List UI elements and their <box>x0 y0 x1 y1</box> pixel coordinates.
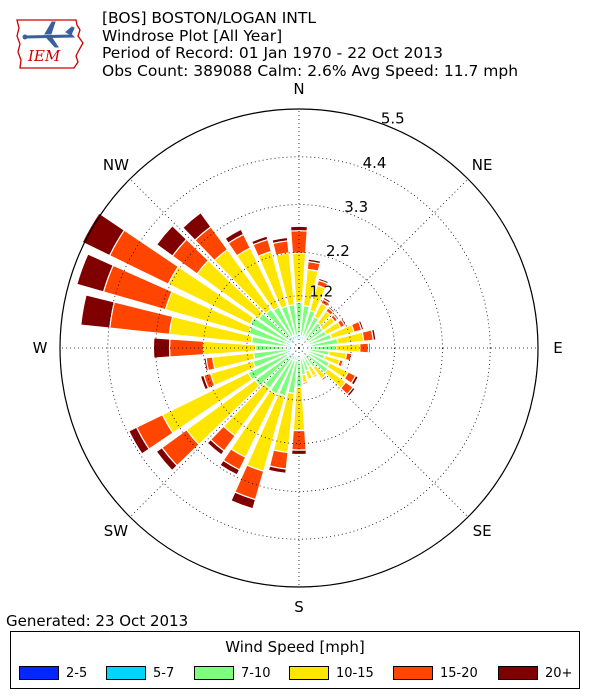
wedge-0deg-20plus <box>289 225 309 232</box>
wedge-130deg-20plus <box>346 386 357 398</box>
legend-label: 10-15 <box>336 665 374 681</box>
wedge-220deg-20plus <box>206 438 225 456</box>
legend-item-5-7: 5-7 <box>106 665 174 681</box>
direction-label-W: W <box>33 339 48 357</box>
wedge-120deg-20plus <box>350 374 360 386</box>
wedge-160deg-20plus <box>307 378 314 383</box>
wedge-280deg-20plus <box>80 294 116 329</box>
direction-label-NW: NW <box>103 156 129 174</box>
wedge-80deg-20plus <box>370 328 377 341</box>
wedge-320deg-20plus <box>181 211 212 242</box>
legend-item-2-5: 2-5 <box>19 665 87 681</box>
speed-legend: Wind Speed [mph] 2-5 5-7 7-10 10-15 15-20 20+ <box>10 631 580 689</box>
wedge-30deg-20plus <box>322 296 332 304</box>
wedge-100deg-20plus <box>349 352 354 362</box>
wedge-210deg-20plus <box>219 459 241 476</box>
logo-text: IEM <box>27 47 61 65</box>
radial-tick-label: 1.2 <box>309 282 333 300</box>
direction-label-S: S <box>294 598 304 616</box>
station-title: [BOS] BOSTON/LOGAN INTL <box>102 9 316 27</box>
wedge-190deg-20plus <box>267 465 287 474</box>
legend-label: 2-5 <box>66 665 88 681</box>
wedge-260deg-20plus <box>203 357 210 372</box>
grid-ring <box>155 204 443 492</box>
obs-summary: Obs Count: 389088 Calm: 2.6% Avg Speed: … <box>102 61 519 80</box>
wedge-40deg-20plus <box>327 305 336 314</box>
wedge-270deg-20plus <box>152 337 171 359</box>
grid-spoke <box>298 178 469 349</box>
legend-label: 15-20 <box>440 665 478 681</box>
wedge-50deg-20plus <box>332 312 340 321</box>
legend-item-10-15: 10-15 <box>289 665 374 681</box>
legend-label: 20+ <box>545 665 573 681</box>
iem-logo: IEM <box>16 19 84 69</box>
wedge-330deg-20plus <box>224 228 245 245</box>
wedge-150deg-20plus <box>312 374 319 380</box>
legend-item-7-10: 7-10 <box>194 665 271 681</box>
wedge-300deg-20plus <box>81 212 126 257</box>
legend-item-15-20: 15-20 <box>393 665 478 681</box>
polar-outer-circle <box>59 108 539 588</box>
wedge-340deg-20plus <box>250 235 269 246</box>
legend-swatch <box>289 666 329 680</box>
period-of-record: Period of Record: 01 Jan 1970 - 22 Oct 2… <box>102 44 444 62</box>
wedge-60deg-20plus <box>340 317 348 327</box>
legend-label: 5-7 <box>153 665 175 681</box>
wedge-240deg-20plus <box>127 426 150 455</box>
direction-label-N: N <box>293 80 304 98</box>
legend-swatch <box>19 666 59 680</box>
legend-swatch <box>498 666 538 680</box>
direction-label-NE: NE <box>472 156 493 174</box>
plot-header: [BOS] BOSTON/LOGAN INTL Windrose Plot [A… <box>102 9 519 80</box>
radial-tick-label: 4.4 <box>363 154 387 172</box>
generated-date: Generated: 23 Oct 2013 <box>6 612 189 630</box>
grid-spoke <box>298 347 469 518</box>
radial-tick-label: 3.3 <box>344 198 368 216</box>
wedge-20deg-20plus <box>317 277 330 285</box>
direction-label-SE: SE <box>473 522 492 540</box>
wedge-250deg-20plus <box>199 374 210 391</box>
wedge-230deg-20plus <box>155 446 178 472</box>
legend-swatch <box>106 666 146 680</box>
wedge-270deg-10-15 <box>202 340 257 356</box>
wedge-290deg-20plus <box>76 253 115 293</box>
radial-tick-label: 5.5 <box>381 110 405 128</box>
wedge-110deg-20plus <box>340 359 346 369</box>
legend-title: Wind Speed [mph] <box>225 638 365 656</box>
radial-tick-label: 2.2 <box>326 242 350 260</box>
wedge-350deg-20plus <box>271 236 289 245</box>
wedge-140deg-20plus <box>321 376 329 383</box>
direction-label-E: E <box>553 339 562 357</box>
wedge-170deg-20plus <box>302 382 309 386</box>
wedge-200deg-20plus <box>230 491 257 510</box>
direction-label-SW: SW <box>104 522 129 540</box>
wedge-10deg-20plus <box>307 258 322 265</box>
wedge-70deg-20plus <box>357 319 365 331</box>
legend-item-20plus: 20+ <box>498 665 572 681</box>
grid-ring <box>107 156 491 540</box>
legend-swatch <box>393 666 433 680</box>
wedge-310deg-20plus <box>155 224 188 257</box>
legend-label: 7-10 <box>241 665 271 681</box>
wedge-90deg-20plus <box>367 342 371 354</box>
plot-title: Windrose Plot [All Year] <box>102 26 283 45</box>
grid-ring <box>202 251 395 444</box>
wedge-0deg-15-20 <box>290 230 308 255</box>
legend-swatch <box>194 666 234 680</box>
